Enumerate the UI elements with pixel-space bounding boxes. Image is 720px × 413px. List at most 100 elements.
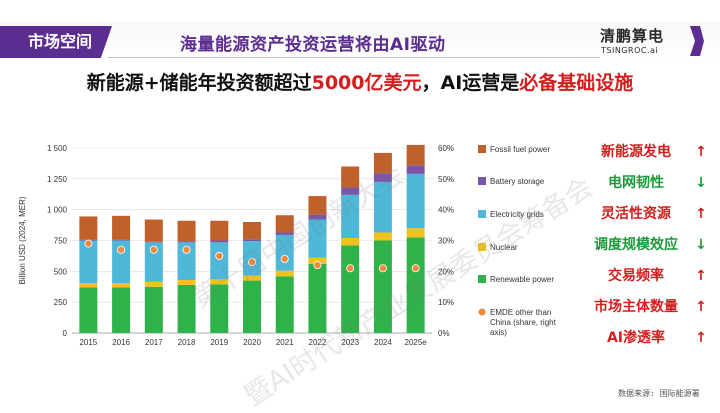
- arrow-up-icon: ↑: [695, 299, 707, 315]
- arrow-up-icon: ↑: [695, 144, 707, 160]
- share-point: [280, 254, 289, 263]
- factor-label: 灵活性资源: [601, 206, 671, 222]
- bar-segment: [406, 165, 425, 174]
- bar-segment: [341, 187, 360, 195]
- factor-label: 市场主体数量: [594, 299, 678, 315]
- y-tick-label: 0: [63, 329, 68, 338]
- factor-item: 交易频率 ↑: [580, 262, 720, 290]
- x-tick-label: 2017: [145, 338, 163, 347]
- bar-segment: [243, 222, 261, 240]
- header-band: [0, 22, 720, 62]
- bar-segment: [243, 280, 261, 333]
- x-tick-label: 2021: [276, 338, 294, 347]
- bar-segment: [210, 240, 229, 243]
- bar-segment: [112, 215, 131, 240]
- bar-segment: [210, 279, 229, 285]
- bar-segment: [275, 276, 294, 333]
- bar-segment: [79, 240, 98, 284]
- bar-segment: [177, 220, 196, 242]
- bar-segment: [341, 194, 360, 239]
- legend-label: Battery storage: [490, 177, 545, 186]
- bar-segment: [308, 257, 327, 264]
- bar-segment: [112, 239, 131, 241]
- bar-segment: [112, 283, 131, 288]
- y-tick-label: 1 500: [47, 144, 68, 153]
- y2-tick-label: 50%: [438, 175, 454, 184]
- share-point: [313, 261, 322, 270]
- bar-segment: [373, 152, 392, 174]
- legend-swatch: [478, 275, 486, 283]
- subtitle-highlight-amount: 5000亿美元: [311, 72, 422, 94]
- factor-item: 市场主体数量 ↑: [580, 293, 720, 321]
- legend-label: Fossil fuel power: [490, 145, 550, 154]
- factor-item: 电网韧性 ↓: [580, 169, 720, 197]
- share-point: [346, 264, 355, 273]
- bar-segment: [308, 263, 327, 333]
- bar-segment: [79, 287, 98, 333]
- subtitle: 新能源+储能年投资额超过5000亿美元，AI运营是必备基础设施: [0, 68, 720, 95]
- section-tab: 市场空间: [0, 26, 112, 58]
- arrow-down-icon: ↓: [695, 237, 707, 253]
- y2-tick-label: 40%: [438, 206, 454, 215]
- share-point: [149, 245, 158, 254]
- bar-segment: [144, 241, 163, 243]
- bar-segment: [406, 144, 425, 166]
- factor-label: 调度规模效应: [594, 237, 678, 253]
- bar-segment: [275, 270, 294, 277]
- factor-label: 交易频率: [608, 268, 664, 284]
- share-point: [215, 251, 224, 260]
- legend-swatch: [478, 243, 486, 251]
- arrow-down-icon: ↓: [695, 175, 707, 191]
- factor-item: AI渗透率 ↑: [580, 324, 720, 352]
- bar-segment: [275, 234, 294, 271]
- share-point: [182, 245, 191, 254]
- arrow-up-icon: ↑: [695, 206, 707, 222]
- factor-label: 新能源发电: [601, 144, 671, 160]
- share-point: [378, 264, 387, 273]
- header-divider: [108, 57, 600, 58]
- bar-segment: [177, 279, 196, 285]
- brand-subtitle: TSINGROC.ai: [601, 46, 659, 55]
- bar-segment: [341, 245, 360, 333]
- factor-label: 电网韧性: [608, 175, 664, 191]
- bar-segment: [341, 166, 360, 188]
- bar-segment: [177, 241, 196, 243]
- bar-segment: [243, 275, 261, 281]
- x-tick-label: 2020: [243, 338, 261, 347]
- y2-tick-label: 10%: [438, 298, 454, 307]
- factor-item: 调度规模效应 ↓: [580, 231, 720, 259]
- bar-segment: [177, 284, 196, 333]
- x-tick-label: 2018: [178, 338, 196, 347]
- legend-label: EMDE other than China (share, right axis): [490, 308, 557, 337]
- share-point: [84, 239, 93, 248]
- bar-segment: [308, 196, 327, 215]
- x-tick-label: 2016: [112, 338, 130, 347]
- brand-logo-icon: [690, 26, 704, 56]
- investment-chart: 0 250 500 750 1 000 1 250 1 500 0% 10% 20% 30% 40% 5…: [18, 144, 557, 347]
- factor-item: 灵活性资源 ↑: [580, 200, 720, 228]
- y2-tick-label: 0%: [438, 329, 450, 338]
- bar-segment: [112, 240, 131, 284]
- bar-segment: [144, 219, 163, 242]
- bar-segment: [243, 239, 261, 242]
- bar-segment: [308, 219, 327, 258]
- page-title: 海量能源资产投资运营将由AI驱动: [180, 35, 446, 55]
- x-tick-label: 2022: [309, 338, 327, 347]
- y-tick-label: 500: [54, 267, 68, 276]
- bar-segment: [373, 181, 392, 233]
- legend-label: Electricity grids: [490, 210, 544, 219]
- bar-segment: [210, 220, 229, 241]
- share-point: [117, 245, 126, 254]
- bar-segment: [275, 215, 294, 233]
- y-tick-label: 750: [54, 237, 68, 246]
- y2-tick-label: 20%: [438, 267, 454, 276]
- x-tick-label: 2019: [210, 338, 228, 347]
- brand: 清鹏算电 TSINGROC.ai: [600, 24, 704, 60]
- x-tick-label: 2023: [341, 338, 359, 347]
- bar-segment: [341, 238, 360, 246]
- subtitle-part2: ，AI运营是: [421, 72, 520, 94]
- legend-swatch: [478, 308, 486, 316]
- factor-label: AI渗透率: [606, 330, 666, 346]
- legend-swatch: [478, 210, 486, 218]
